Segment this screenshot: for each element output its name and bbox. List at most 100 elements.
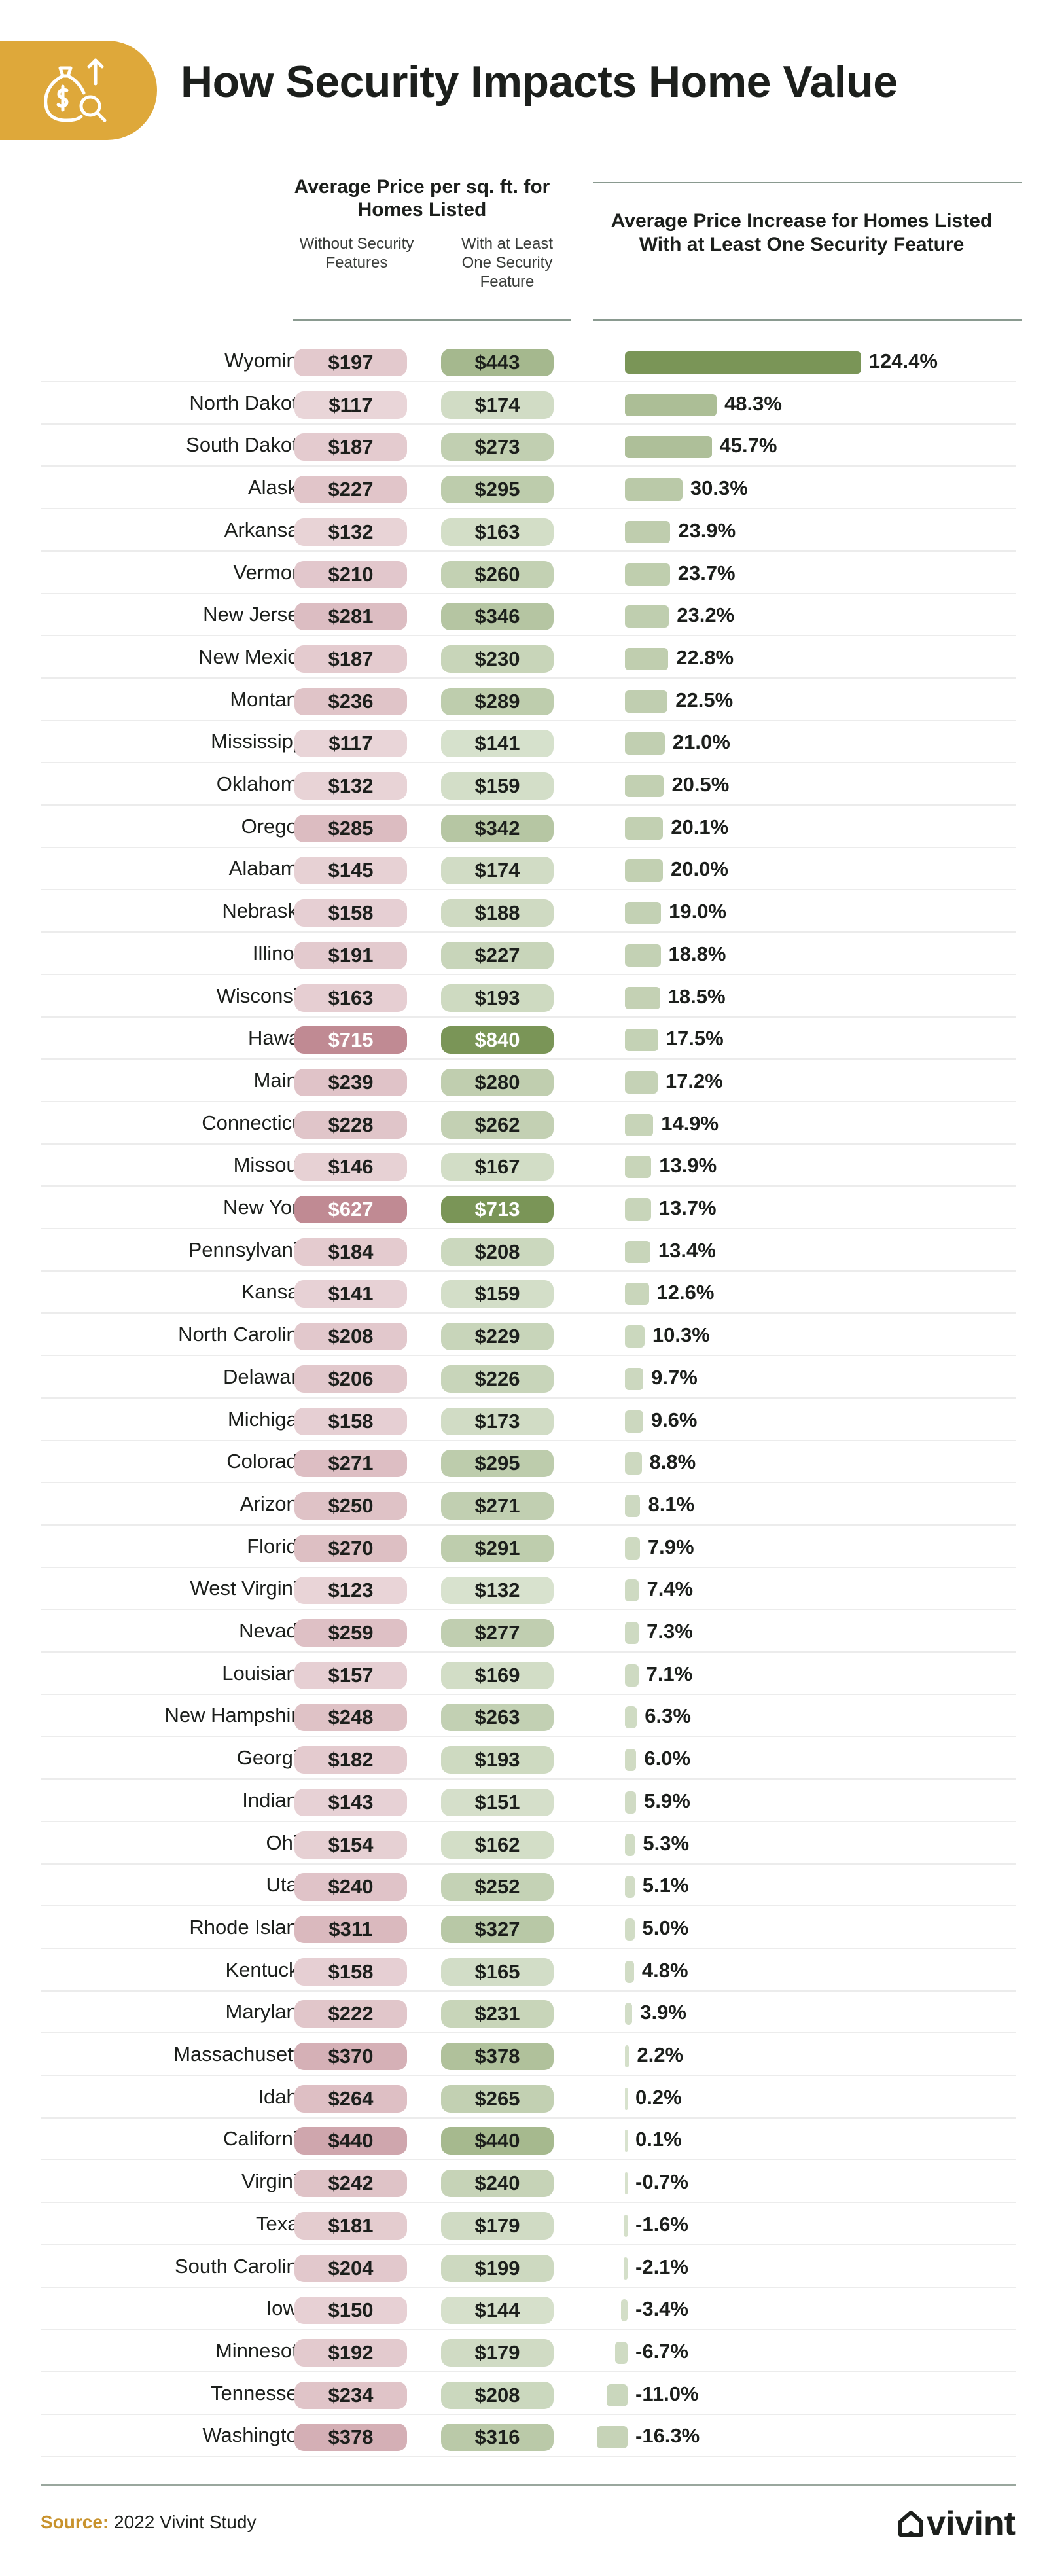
increase-bar xyxy=(625,2087,628,2110)
increase-bar xyxy=(625,1113,654,1136)
price-without-pill: $259 xyxy=(294,1619,407,1647)
table-row: California $440 $440 0.1% xyxy=(41,2119,1016,2161)
price-with-pill: $295 xyxy=(441,1450,554,1478)
price-with-pill: $260 xyxy=(441,560,554,588)
price-without-pill: $146 xyxy=(294,1153,407,1181)
price-with-pill: $263 xyxy=(441,1704,554,1732)
state-label: South Dakota xyxy=(186,433,309,457)
table-row: Maryland $222 $231 3.9% xyxy=(41,1992,1016,2034)
increase-label: 124.4% xyxy=(868,349,938,372)
price-without-pill: $192 xyxy=(294,2338,407,2367)
increase-bar xyxy=(625,1156,652,1179)
price-without-pill: $157 xyxy=(294,1661,407,1689)
price-with-pill: $226 xyxy=(441,1365,554,1393)
increase-bar xyxy=(625,1325,645,1348)
price-with-pill: $265 xyxy=(441,2084,554,2113)
increase-bar xyxy=(625,1071,658,1094)
table-row: Wisconsin $163 $193 18.5% xyxy=(41,976,1016,1018)
price-with-pill: $162 xyxy=(441,1831,554,1859)
source-note: Source: 2022 Vivint Study xyxy=(41,2512,256,2533)
increase-bar xyxy=(625,986,660,1009)
increase-bar xyxy=(625,2045,630,2067)
table-row: Vermont $210 $260 23.7% xyxy=(41,552,1016,594)
state-label: Wisconsin xyxy=(216,984,309,1007)
price-without-pill: $240 xyxy=(294,1873,407,1901)
price-with-pill: $295 xyxy=(441,476,554,504)
table-row: Arizona $250 $271 8.1% xyxy=(41,1484,1016,1526)
table-row: Wyoming $197 $443 124.4% xyxy=(41,340,1016,382)
price-with-pill: $840 xyxy=(441,1026,554,1054)
price-with-pill: $443 xyxy=(441,349,554,376)
price-without-pill: $154 xyxy=(294,1831,407,1859)
with-security-header: With at Least One Security Feature xyxy=(461,235,554,291)
price-without-pill: $370 xyxy=(294,2043,407,2070)
price-with-pill: $327 xyxy=(441,1915,554,1943)
increase-label: 0.2% xyxy=(635,2085,682,2109)
increase-label: 10.3% xyxy=(652,1323,710,1347)
table-row: New Jersey $281 $346 23.2% xyxy=(41,594,1016,637)
increase-label: 4.8% xyxy=(641,1958,688,1982)
table-row: Oklahoma $132 $159 20.5% xyxy=(41,764,1016,806)
price-without-pill: $184 xyxy=(294,1238,407,1266)
increase-label: 23.9% xyxy=(678,518,736,542)
increase-label: 17.5% xyxy=(665,1027,724,1050)
price-with-pill: $231 xyxy=(441,2000,554,2028)
increase-header-bottom-rule xyxy=(593,319,1022,321)
increase-label: -1.6% xyxy=(635,2212,688,2236)
table-row: Delaware $206 $226 9.7% xyxy=(41,1357,1016,1399)
increase-bar xyxy=(625,436,712,459)
price-without-pill: $242 xyxy=(294,2170,407,2198)
state-label: North Carolina xyxy=(178,1323,309,1346)
increase-label: 9.6% xyxy=(650,1408,698,1431)
state-label: Rhode Island xyxy=(189,1915,309,1939)
increase-bar xyxy=(625,732,665,755)
increase-bar xyxy=(625,1622,639,1644)
price-with-pill: $174 xyxy=(441,391,554,419)
price-with-pill: $342 xyxy=(441,814,554,842)
price-without-pill: $187 xyxy=(294,433,407,461)
price-with-pill: $193 xyxy=(441,984,554,1012)
price-without-pill: $143 xyxy=(294,1788,407,1816)
increase-label: -2.1% xyxy=(635,2255,688,2278)
increase-label: 5.1% xyxy=(642,1874,689,1897)
table-row: Connecticut $228 $262 14.9% xyxy=(41,1103,1016,1145)
price-without-pill: $236 xyxy=(294,687,407,715)
price-without-pill: $132 xyxy=(294,772,407,800)
table-row: Nevada $259 $277 7.3% xyxy=(41,1611,1016,1653)
price-without-pill: $163 xyxy=(294,984,407,1012)
state-label: New Jersey xyxy=(203,603,309,626)
increase-bar xyxy=(625,2172,628,2195)
increase-label: -6.7% xyxy=(635,2339,688,2363)
state-label: Oklahoma xyxy=(216,772,309,795)
increase-bar xyxy=(625,1537,640,1560)
table-row: North Carolina $208 $229 10.3% xyxy=(41,1314,1016,1357)
price-with-pill: $271 xyxy=(441,1492,554,1520)
price-with-pill: $179 xyxy=(441,2338,554,2367)
increase-label: 19.0% xyxy=(669,900,726,923)
increase-label: 7.9% xyxy=(647,1535,694,1558)
increase-label: -0.7% xyxy=(635,2170,688,2194)
table-row: Kentucky $158 $165 4.8% xyxy=(41,1950,1016,1992)
increase-label: 48.3% xyxy=(724,391,782,415)
increase-bar xyxy=(625,1664,639,1687)
state-label: Mississippi xyxy=(211,730,309,753)
price-without-pill: $281 xyxy=(294,603,407,631)
increase-bar xyxy=(625,351,861,374)
state-label: Connecticut xyxy=(202,1111,309,1134)
brand-name: vivint xyxy=(927,2505,1016,2543)
increase-label: 20.1% xyxy=(671,815,729,838)
table-row: New York $627 $713 13.7% xyxy=(41,1187,1016,1229)
increase-label: 13.7% xyxy=(658,1196,717,1219)
table-row: Texas $181 $179 -1.6% xyxy=(41,2204,1016,2245)
increase-label: -16.3% xyxy=(635,2424,700,2448)
increase-bar xyxy=(625,1367,644,1390)
price-with-pill: $316 xyxy=(441,2424,554,2452)
increase-label: 2.2% xyxy=(637,2043,684,2066)
table-row: Idaho $264 $265 0.2% xyxy=(41,2077,1016,2119)
state-label: South Carolina xyxy=(174,2254,309,2278)
increase-label: 9.7% xyxy=(651,1365,698,1389)
increase-bar xyxy=(625,1960,634,1983)
increase-bar xyxy=(625,647,669,670)
state-label: Nebraska xyxy=(222,899,309,923)
price-with-pill: $167 xyxy=(441,1153,554,1181)
